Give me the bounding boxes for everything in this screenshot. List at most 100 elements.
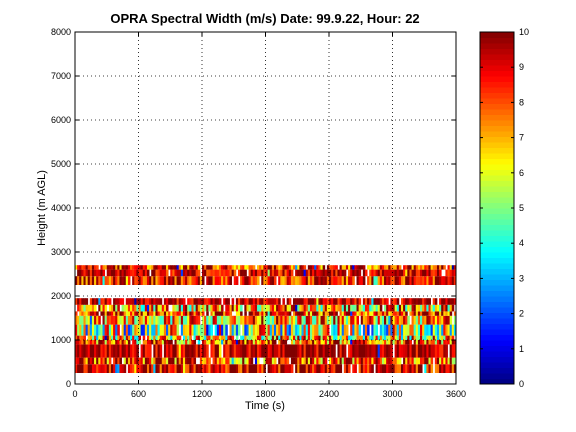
- heatmap-cell: [254, 315, 258, 325]
- heatmap-cell: [369, 357, 372, 365]
- heatmap-cell: [403, 276, 406, 285]
- heatmap-cell: [216, 344, 220, 358]
- heatmap-cell: [144, 276, 148, 285]
- heatmap-cell: [354, 315, 357, 325]
- heatmap-cells: [75, 265, 456, 373]
- heatmap-cell: [267, 276, 271, 285]
- heatmap-cell: [212, 265, 216, 270]
- heatmap-cell: [132, 364, 135, 373]
- heatmap-cell: [333, 298, 336, 305]
- heatmap-cell: [125, 335, 129, 340]
- heatmap-cell: [360, 276, 364, 285]
- heatmap-cell: [104, 324, 108, 336]
- heatmap-cell: [411, 335, 415, 340]
- heatmap-cell: [187, 269, 190, 277]
- heatmap-cell: [379, 364, 383, 373]
- heatmap-cell: [231, 298, 235, 305]
- heatmap-cell: [193, 364, 197, 373]
- heatmap-cell: [449, 298, 453, 305]
- heatmap-cell: [400, 298, 404, 305]
- heatmap-cell: [96, 269, 99, 277]
- heatmap-cell: [244, 276, 247, 285]
- heatmap-cell: [153, 311, 156, 316]
- heatmap-cell: [170, 364, 173, 373]
- heatmap-cell: [79, 315, 82, 325]
- heatmap-cell: [333, 315, 336, 325]
- heatmap-cell: [159, 335, 163, 340]
- heatmap-cell: [153, 315, 156, 325]
- heatmap-cell: [396, 304, 400, 312]
- heatmap-cell: [320, 311, 324, 316]
- heatmap-cell: [261, 364, 264, 373]
- heatmap-cell: [136, 364, 139, 373]
- heatmap-cell: [252, 311, 256, 316]
- heatmap-cell: [157, 357, 161, 365]
- heatmap-cell: [439, 304, 442, 312]
- heatmap-cell: [85, 357, 89, 365]
- heatmap-cell: [85, 311, 89, 316]
- heatmap-cell: [276, 335, 279, 340]
- heatmap-cell: [398, 340, 402, 345]
- heatmap-cell: [375, 298, 379, 305]
- heatmap-cell: [250, 311, 254, 316]
- heatmap-cell: [144, 265, 148, 270]
- heatmap-cell: [197, 311, 201, 316]
- heatmap-cell: [299, 298, 302, 305]
- heatmap-cell: [411, 276, 415, 285]
- heatmap-cell: [261, 340, 264, 345]
- heatmap-cell: [309, 364, 313, 373]
- heatmap-cell: [333, 269, 336, 277]
- heatmap-cell: [396, 269, 400, 277]
- heatmap-cell: [96, 335, 99, 340]
- heatmap-cell: [348, 265, 351, 270]
- heatmap-cell: [284, 344, 288, 358]
- heatmap-cell: [100, 298, 103, 305]
- heatmap-cell: [269, 265, 273, 270]
- heatmap-cell: [320, 344, 324, 358]
- heatmap-cell: [94, 269, 97, 277]
- heatmap-cell: [415, 265, 419, 270]
- heatmap-cell: [284, 315, 288, 325]
- heatmap-cell: [271, 265, 275, 270]
- heatmap-cell: [136, 304, 139, 312]
- heatmap-cell: [151, 357, 154, 365]
- heatmap-cell: [415, 298, 419, 305]
- heatmap-cell: [350, 324, 353, 336]
- heatmap-cell: [172, 324, 175, 336]
- heatmap-cell: [422, 324, 425, 336]
- heatmap-cell: [144, 311, 148, 316]
- heatmap-cell: [197, 364, 201, 373]
- x-tick-label: 3600: [446, 389, 466, 399]
- heatmap-cell: [259, 298, 262, 305]
- heatmap-cell: [127, 311, 131, 316]
- heatmap-cell: [187, 335, 190, 340]
- heatmap-cell: [223, 265, 226, 270]
- heatmap-cell: [293, 298, 296, 305]
- heatmap-cell: [269, 364, 273, 373]
- heatmap-cell: [373, 357, 376, 365]
- heatmap-cell: [155, 324, 158, 336]
- heatmap-cell: [127, 315, 131, 325]
- heatmap-cell: [223, 315, 226, 325]
- heatmap-cell: [248, 311, 252, 316]
- heatmap-cell: [299, 276, 302, 285]
- heatmap-cell: [318, 304, 321, 312]
- heatmap-cell: [134, 276, 137, 285]
- heatmap-cell: [102, 304, 106, 312]
- heatmap-cell: [305, 340, 309, 345]
- heatmap-cell: [290, 276, 294, 285]
- heatmap-cell: [216, 340, 220, 345]
- heatmap-cell: [409, 269, 412, 277]
- heatmap-cell: [303, 269, 307, 277]
- heatmap-cell: [333, 335, 336, 340]
- heatmap-cell: [246, 276, 249, 285]
- heatmap-cell: [195, 304, 199, 312]
- heatmap-cell: [358, 357, 362, 365]
- heatmap-cell: [134, 335, 137, 340]
- heatmap-cell: [424, 265, 427, 270]
- heatmap-cell: [417, 311, 421, 316]
- heatmap-cell: [352, 335, 355, 340]
- heatmap-cell: [343, 344, 347, 358]
- colorbar-segment: [480, 378, 514, 385]
